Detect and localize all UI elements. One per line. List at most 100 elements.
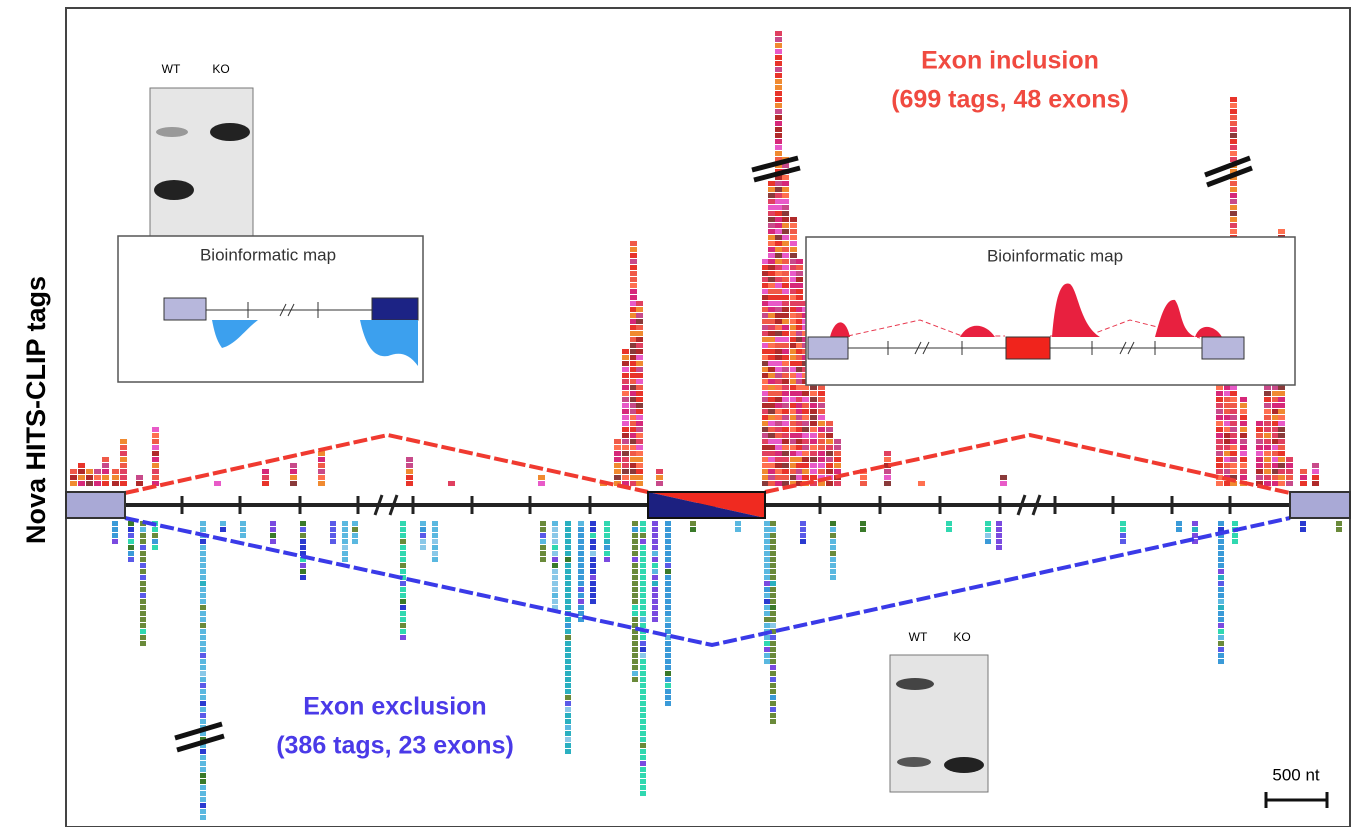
tag [622, 355, 629, 360]
tag [775, 439, 782, 444]
tag [775, 433, 782, 438]
tag [782, 349, 789, 354]
tag [94, 481, 101, 486]
tag [636, 415, 643, 420]
tag [240, 521, 246, 526]
tag [762, 451, 769, 456]
tag [802, 427, 809, 432]
tag [775, 247, 782, 252]
tag [1230, 121, 1237, 126]
tag [590, 527, 596, 532]
tag [782, 259, 789, 264]
tag [636, 409, 643, 414]
tag [140, 539, 146, 544]
tag [622, 451, 629, 456]
tag [796, 355, 803, 360]
tag [1224, 403, 1231, 408]
tag [764, 611, 770, 616]
tag [632, 575, 638, 580]
tag [768, 433, 775, 438]
tag [1224, 415, 1231, 420]
tag [140, 623, 146, 628]
tag [136, 481, 143, 486]
tag [762, 457, 769, 462]
tag [565, 533, 571, 538]
tag [1232, 539, 1238, 544]
tag [152, 445, 159, 450]
tag [120, 445, 127, 450]
tag [590, 533, 596, 538]
tag [775, 415, 782, 420]
tag [1218, 659, 1224, 664]
tag [614, 463, 621, 468]
tag [432, 551, 438, 556]
tag [1278, 409, 1285, 414]
tag [578, 521, 584, 526]
tag [200, 563, 206, 568]
tag [652, 527, 658, 532]
tag [1224, 433, 1231, 438]
tag [636, 319, 643, 324]
tag [1230, 391, 1237, 396]
tag [565, 701, 571, 706]
tag [1232, 521, 1238, 526]
tag [565, 587, 571, 592]
tag [1272, 481, 1279, 486]
tag [665, 569, 671, 574]
tag [790, 283, 797, 288]
tag [764, 587, 770, 592]
tag [762, 415, 769, 420]
tag [1230, 151, 1237, 156]
tag [768, 307, 775, 312]
tag [78, 481, 85, 486]
tag [985, 521, 991, 526]
tag [1230, 217, 1237, 222]
tag [565, 695, 571, 700]
tag [768, 475, 775, 480]
tag [200, 779, 206, 784]
lane-label: WT [162, 62, 181, 76]
tag [770, 581, 776, 586]
tag [590, 551, 596, 556]
tag [802, 439, 809, 444]
gel-band [897, 757, 931, 767]
tag [262, 469, 269, 474]
tag [770, 551, 776, 556]
tag [790, 385, 797, 390]
tag [622, 469, 629, 474]
tag [1230, 199, 1237, 204]
tag [768, 223, 775, 228]
tag [802, 397, 809, 402]
tag [632, 527, 638, 532]
tag [1224, 481, 1231, 486]
tag [790, 397, 797, 402]
tag [432, 545, 438, 550]
tag [770, 647, 776, 652]
tag [622, 433, 629, 438]
tag [764, 539, 770, 544]
tag [768, 283, 775, 288]
tag [1230, 193, 1237, 198]
tag [640, 617, 646, 622]
tag [1272, 451, 1279, 456]
tag [764, 521, 770, 526]
tag [996, 545, 1002, 550]
tag [1230, 427, 1237, 432]
tag [768, 313, 775, 318]
tag [790, 433, 797, 438]
tag [420, 545, 426, 550]
tag [796, 475, 803, 480]
tag [640, 569, 646, 574]
tag [796, 307, 803, 312]
tag [796, 433, 803, 438]
tag [796, 379, 803, 384]
tag [826, 433, 833, 438]
tag [764, 557, 770, 562]
tag [1218, 581, 1224, 586]
tag [665, 677, 671, 682]
tag [1240, 397, 1247, 402]
tag [300, 569, 306, 574]
tag [775, 379, 782, 384]
tag [834, 481, 841, 486]
tag [565, 581, 571, 586]
